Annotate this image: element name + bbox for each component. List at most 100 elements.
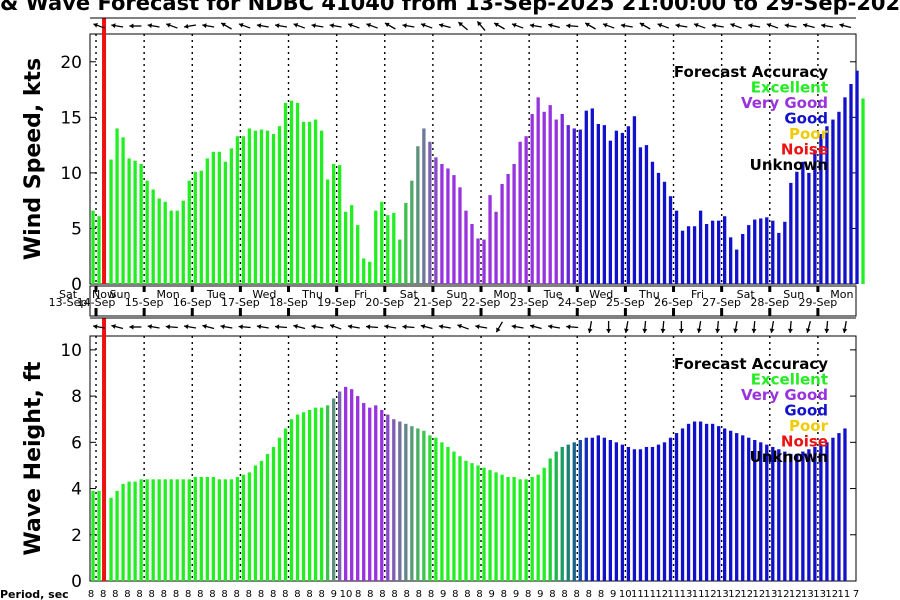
- wave-bar: [542, 467, 546, 581]
- wind-bar: [500, 184, 504, 284]
- period-value: 8: [161, 589, 167, 600]
- day-of-week-label: Thu: [301, 288, 323, 301]
- wind-bar: [404, 202, 408, 284]
- wave-bar: [747, 437, 751, 581]
- period-value: 8: [391, 589, 397, 600]
- wind-bar: [710, 220, 715, 284]
- date-label: 26-Sep: [654, 296, 693, 309]
- chart-title: & Wave Forecast for NDBC 41040 from 13-S…: [0, 0, 900, 15]
- wind-direction-arrow: [802, 23, 815, 29]
- wind-bar: [362, 258, 366, 284]
- wave-bar: [392, 419, 396, 581]
- wind-bar: [223, 161, 228, 284]
- wind-bar: [614, 130, 619, 284]
- wave-bar: [777, 449, 781, 581]
- wave-bar: [283, 428, 288, 581]
- wave-direction-arrow: [293, 324, 306, 330]
- wind-bar: [211, 151, 215, 284]
- wave-bar: [187, 479, 191, 581]
- day-of-week-label: Wed: [589, 288, 613, 301]
- period-value: 9: [610, 589, 616, 600]
- wave-bar: [368, 407, 372, 581]
- wind-direction-arrow: [602, 22, 615, 29]
- wave-bar: [404, 423, 408, 581]
- wind-bar: [602, 125, 606, 284]
- legend-item: Excellent: [751, 79, 828, 97]
- wind-bar: [470, 224, 474, 284]
- wave-bar: [211, 476, 215, 581]
- legend-title: Forecast Accuracy: [674, 63, 828, 81]
- period-value: 12: [728, 589, 741, 600]
- wind-direction-arrow: [366, 22, 378, 29]
- wave-direction-arrow: [623, 320, 629, 334]
- wind-bar: [121, 137, 125, 284]
- wave-bar: [127, 481, 131, 581]
- period-value: 8: [270, 589, 276, 600]
- wind-bar: [747, 225, 751, 284]
- day-of-week-label: Sat: [737, 288, 756, 301]
- wave-direction-arrow: [438, 324, 451, 330]
- wind-bar: [325, 179, 330, 284]
- wind-bar: [386, 215, 390, 284]
- wind-bar: [638, 147, 643, 284]
- wind-bar: [350, 205, 354, 284]
- period-value: 8: [124, 589, 130, 600]
- wave-bar: [259, 460, 264, 581]
- period-value: 9: [440, 589, 446, 600]
- wind-bar: [319, 130, 324, 284]
- period-value: 8: [452, 589, 458, 600]
- wind-bar: [241, 136, 246, 284]
- period-value: 12: [789, 589, 802, 600]
- date-label: 28-Sep: [750, 296, 789, 309]
- wave-direction-arrow: [165, 324, 178, 330]
- wind-direction-arrow: [675, 23, 688, 29]
- wind-direction-arrow: [111, 23, 124, 29]
- wave-ylabel: Wave Height, ft: [21, 361, 46, 556]
- wave-ytick-label: 2: [71, 526, 82, 546]
- wind-bar: [578, 129, 582, 284]
- period-value: 8: [258, 589, 264, 600]
- period-value: 12: [704, 589, 717, 600]
- wind-bar: [452, 175, 456, 284]
- period-label: Period, sec: [0, 588, 69, 600]
- wind-bar: [187, 180, 191, 284]
- period-value: 8: [428, 589, 434, 600]
- wind-direction-arrow: [730, 22, 742, 29]
- wave-direction-arrow: [329, 323, 342, 330]
- period-value: 8: [319, 589, 325, 600]
- wave-ytick-label: 6: [71, 433, 82, 453]
- legend-item: Excellent: [751, 371, 828, 389]
- wind-direction-arrow: [820, 23, 834, 29]
- wave-direction-arrow: [587, 320, 593, 334]
- wave-direction-arrow: [787, 320, 793, 334]
- day-row-frame: [89, 285, 857, 317]
- wind-bar: [392, 212, 396, 284]
- wave-bar: [97, 490, 101, 581]
- wave-direction-arrow: [842, 320, 848, 334]
- wave-direction-arrow: [384, 324, 397, 330]
- wind-bar: [680, 230, 685, 284]
- wind-direction-arrow: [147, 23, 160, 29]
- wind-direction-arrow: [748, 23, 761, 29]
- wind-bar: [560, 114, 564, 284]
- wave-bar: [554, 451, 558, 581]
- wind-bar: [855, 70, 859, 285]
- wave-bar: [440, 442, 444, 581]
- wind-ylabel: Wind Speed, kts: [21, 58, 46, 260]
- wind-bar: [416, 146, 420, 284]
- wind-bar: [723, 216, 727, 284]
- wave-bar: [614, 442, 619, 581]
- wind-bar: [686, 226, 691, 284]
- wind-bar: [476, 238, 480, 284]
- period-value: 11: [643, 589, 656, 600]
- legend-item: Very Good: [741, 386, 828, 404]
- period-value: 12: [752, 589, 765, 600]
- period-value: 8: [525, 589, 531, 600]
- day-label-row: Sat13-SepSun14-SepMon15-SepTue16-SepWed1…: [49, 285, 857, 317]
- period-value: 12: [740, 589, 753, 600]
- wave-bar: [488, 470, 492, 581]
- wind-direction-arrow: [402, 23, 415, 29]
- period-value: 8: [574, 589, 580, 600]
- wave-bar: [434, 437, 438, 581]
- wind-bar: [464, 210, 468, 284]
